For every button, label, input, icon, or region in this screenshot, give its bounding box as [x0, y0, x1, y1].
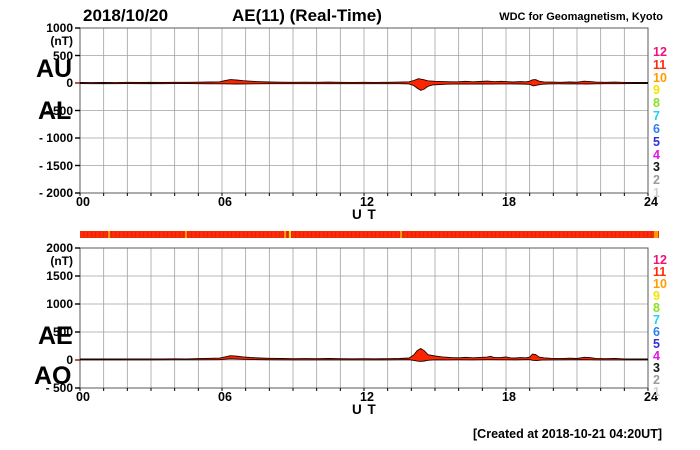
y-tick-label: - 500 [45, 381, 73, 395]
station-count-legend-item: 9 [653, 83, 660, 98]
plot-svg [75, 247, 649, 391]
y-tick-label: 0 [66, 76, 73, 90]
station-count-legend-item: 7 [653, 109, 660, 124]
station-count-legend-item: 3 [653, 361, 660, 375]
x-tick-label: 00 [76, 195, 90, 209]
station-count-legend-item: 6 [653, 325, 660, 339]
availability-stripe [289, 231, 292, 238]
station-count-legend-item: 12 [653, 253, 667, 267]
ae-label: AE [38, 322, 73, 350]
x-tick-label: 06 [218, 195, 232, 209]
station-count-legend-item: 5 [653, 134, 660, 149]
au-al-chart: 1000 500 0 - 500 - 1000 - 1500 - 2000 (nT) 00 06 1… [39, 21, 667, 209]
y-tick-label: 500 [52, 48, 73, 63]
ae-ao-chart: 2000 1500 1000 500 0- 500 (nT) 00 06 12 18 24 12 11 1… [46, 241, 667, 404]
y-tick-label: 1000 [46, 21, 73, 35]
station-count-legend-item: 12 [653, 45, 667, 59]
station-count-legend-item: 2 [653, 373, 660, 387]
y-axis-unit-label: (nT) [50, 253, 73, 268]
x-tick-label: 12 [360, 390, 374, 404]
station-count-legend-item: 2 [653, 173, 660, 188]
date-label: 2018/10/20 [83, 6, 169, 25]
station-count-legend-item: 8 [653, 301, 660, 315]
availability-stripe [184, 231, 187, 238]
availability-stripe [284, 231, 287, 238]
station-count-legend-item: 7 [653, 313, 660, 327]
station-count-legend-item: 10 [653, 277, 667, 291]
station-count-legend-item: 6 [653, 121, 660, 136]
AU-trace [79, 78, 648, 84]
AL-trace [79, 83, 648, 91]
page-title: AE(11) (Real-Time) [232, 6, 382, 25]
AO-trace [80, 358, 648, 362]
station-availability-bar [80, 231, 659, 238]
ao-label: AO [34, 362, 72, 390]
y-axis-unit-label: (nT) [50, 34, 73, 49]
ut-axis-label-top: U T [352, 207, 377, 222]
created-timestamp: [Created at 2018-10-21 04:20UT] [473, 427, 662, 441]
y-tick-label: 1500 [46, 269, 73, 283]
station-count-legend: 12 11 10 9 8 7 6 5 4 3 2 1 [653, 253, 667, 399]
station-count-legend-item: 1 [653, 385, 660, 399]
station-count-legend-item: 4 [653, 147, 660, 162]
x-tick-label: 00 [76, 390, 90, 404]
x-tick-label: 12 [360, 195, 374, 209]
x-tick-label: 06 [218, 390, 232, 404]
station-count-legend-item: 8 [653, 96, 660, 111]
y-tick-label: 1000 [46, 297, 73, 311]
x-tick-label: 24 [644, 195, 658, 209]
ut-axis-label-bottom: U T [352, 402, 377, 417]
station-count-legend-item: 11 [653, 265, 667, 279]
AE-trace [80, 347, 648, 360]
station-count-legend: 12 11 10 9 8 7 6 5 4 3 2 1 [653, 46, 667, 199]
station-count-legend-item: 10 [653, 70, 667, 85]
station-count-legend-item: 11 [653, 57, 667, 72]
station-count-legend-item: 4 [653, 349, 660, 363]
x-tick-label: 18 [502, 195, 516, 209]
y-tick-label: - 1500 [38, 158, 73, 173]
AE-AO-fill [80, 348, 648, 362]
y-tick-label: - 500 [45, 103, 73, 118]
x-tick-label: 24 [644, 390, 658, 404]
y-tick-label: - 1000 [38, 131, 73, 145]
plot-svg [75, 27, 649, 196]
availability-stripe [107, 231, 110, 238]
y-tick-label: 0 [66, 353, 73, 367]
y-tick-label: - 2000 [38, 186, 73, 200]
organization-label: WDC for Geomagnetism, Kyoto [499, 11, 663, 23]
availability-stripe [400, 231, 403, 238]
al-label: AL [38, 97, 72, 125]
y-tick-label: 500 [52, 325, 73, 339]
station-count-legend-item: 3 [653, 160, 660, 175]
station-count-legend-item: 5 [653, 337, 660, 351]
y-tick-label: 2000 [46, 241, 73, 255]
au-label: AU [36, 55, 73, 83]
x-tick-label: 18 [502, 390, 516, 404]
station-count-legend-item: 1 [653, 185, 660, 200]
station-count-legend-item: 9 [653, 289, 660, 303]
availability-stripe [654, 231, 659, 238]
